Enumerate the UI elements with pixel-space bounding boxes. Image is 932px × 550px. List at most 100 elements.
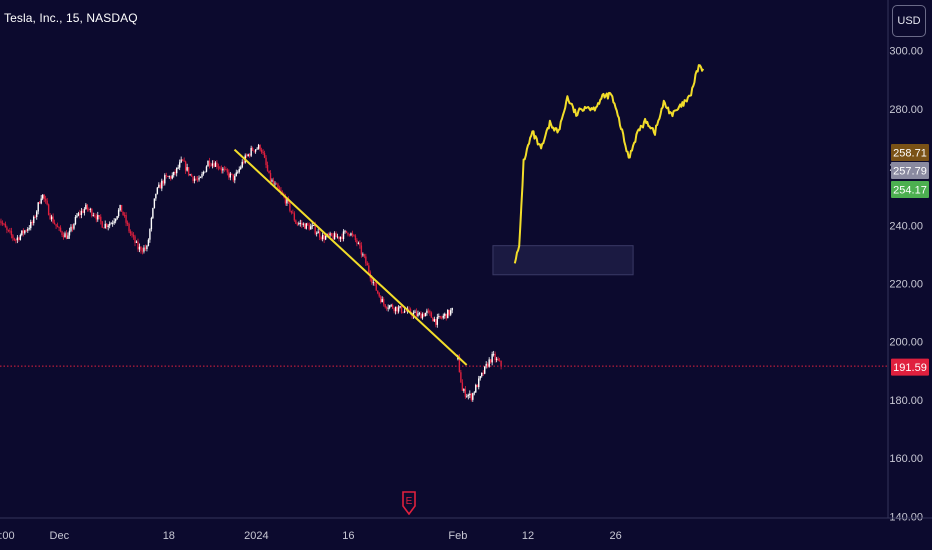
candle-body: [339, 236, 342, 240]
candle-body: [225, 169, 227, 170]
x-tick-label: Feb: [448, 530, 467, 542]
candle-body: [275, 183, 278, 185]
candle-body: [9, 230, 11, 232]
candle-body: [497, 358, 499, 361]
candle-body: [320, 237, 322, 240]
candle-body: [479, 376, 481, 379]
candle-body: [204, 171, 206, 173]
candle-body: [77, 213, 80, 216]
candle-body: [470, 393, 473, 400]
candle-body: [37, 202, 39, 212]
candle-body: [241, 161, 243, 168]
candle-body: [205, 166, 208, 172]
x-tick-label: Dec: [50, 530, 70, 542]
candle-body: [381, 299, 383, 303]
candle-body: [6, 227, 8, 230]
candle-body: [0, 221, 2, 223]
candle-body: [447, 309, 449, 319]
candle-body: [394, 306, 397, 312]
candle-body: [248, 154, 251, 156]
candle-body: [393, 308, 395, 312]
candle-body: [296, 223, 299, 225]
currency-button[interactable]: USD: [892, 5, 926, 37]
price-badge-label: 258.71: [893, 148, 927, 160]
candle-body: [293, 213, 296, 221]
candle-body: [441, 317, 443, 319]
candle-body: [429, 311, 431, 313]
candle-body: [327, 234, 330, 236]
candle-body: [324, 236, 327, 240]
candle-body: [55, 224, 57, 226]
candle-body: [110, 223, 112, 225]
candle-body: [58, 227, 60, 228]
candle-body: [216, 162, 218, 167]
y-tick-label: 220.00: [889, 279, 923, 291]
candle-body: [40, 198, 42, 204]
candle-body: [43, 194, 45, 199]
candle-body: [466, 396, 468, 397]
candle-body: [365, 256, 367, 264]
candle-body: [80, 211, 83, 215]
y-tick-label: 200.00: [889, 337, 923, 349]
candle-body: [114, 219, 117, 222]
candle-body: [308, 225, 310, 230]
candle-body: [95, 216, 97, 220]
candle-body: [463, 389, 465, 391]
candle-body: [302, 223, 304, 225]
candle-body: [44, 198, 47, 201]
candle-body: [70, 226, 72, 231]
candle-body: [155, 193, 157, 199]
candle-body: [439, 316, 441, 318]
candle-body: [232, 174, 234, 181]
candle-body: [388, 305, 391, 308]
candle-body: [458, 356, 461, 373]
price-badge-label: 191.59: [893, 362, 927, 374]
candle-body: [74, 216, 77, 225]
candle-body: [59, 227, 62, 232]
candle-body: [177, 167, 179, 169]
candle-body: [451, 307, 453, 311]
candle-body: [354, 235, 357, 241]
candle-body: [161, 180, 163, 189]
price-badge-label: 254.17: [893, 185, 927, 197]
candle-body: [253, 150, 255, 152]
candle-body: [377, 290, 379, 294]
candle-body: [196, 179, 199, 181]
candle-body: [482, 372, 484, 374]
candle-body: [162, 180, 165, 184]
candle-body: [432, 317, 434, 322]
candle-body: [363, 254, 366, 257]
candle-body: [46, 200, 48, 205]
candle-body: [397, 307, 400, 312]
candle-body: [445, 313, 447, 319]
candle-body: [409, 309, 412, 314]
candle-body: [220, 168, 223, 171]
candle-body: [391, 304, 394, 309]
candle-body: [269, 173, 272, 182]
candle-body: [234, 175, 236, 181]
candle-body: [338, 236, 340, 240]
candle-body: [183, 160, 185, 162]
candle-body: [113, 221, 115, 224]
candle-body: [415, 311, 418, 317]
candle-body: [351, 233, 354, 235]
candle-body: [362, 254, 364, 256]
candle-body: [189, 174, 191, 176]
candle-body: [295, 220, 297, 224]
earnings-e-icon[interactable]: E: [401, 491, 417, 515]
candle-body: [345, 230, 348, 233]
candle-body: [89, 209, 92, 210]
candle-body: [52, 216, 54, 223]
candle-body: [243, 161, 245, 163]
candle-body: [342, 231, 345, 240]
candle-body: [290, 210, 293, 213]
candle-body: [262, 151, 264, 154]
candle-body: [335, 233, 337, 238]
price-badge: [891, 144, 929, 161]
candle-body: [201, 174, 203, 177]
candle-body: [125, 215, 127, 223]
candle-body: [144, 247, 147, 250]
candle-body: [318, 231, 321, 238]
candle-body: [238, 169, 240, 172]
